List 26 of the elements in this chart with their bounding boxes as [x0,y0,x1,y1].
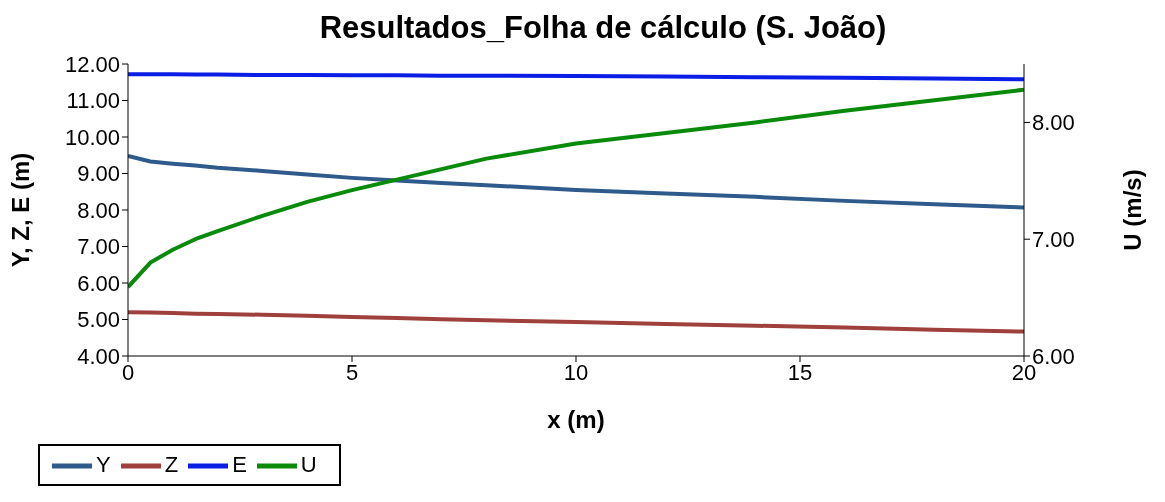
legend-label: U [300,451,317,477]
y2-axis-title: U (m/s) [1118,169,1146,251]
x-tick-label: 15 [787,359,813,385]
chart-title: Resultados_Folha de cálculo (S. João) [318,9,888,47]
line-series [128,153,1024,210]
y-tick-label: 8.00 [77,197,120,223]
y-tick-label: 4.00 [77,343,120,369]
x-tick-label: 5 [345,359,359,385]
y-tick-label: 11.00 [66,88,120,114]
y-tick-label: 10.00 [64,124,120,150]
line-series [128,310,1024,334]
x-tick-label: 10 [563,359,589,385]
y-tick-label: 5.00 [77,307,120,333]
y2-tick-label: 8.00 [1032,110,1075,136]
y2-tick-label: 7.00 [1032,227,1075,253]
legend-label: Y [96,451,111,477]
y-tick-label: 6.00 [77,270,120,296]
x-tick-label: 0 [121,359,135,385]
y-tick-label: 9.00 [77,161,120,187]
x-axis-title: x (m) [547,406,605,433]
legend-label: E [232,451,247,477]
y-axis-title: Y, Z, E (m) [6,152,34,268]
legend-label: Z [164,451,179,477]
line-series [128,87,1024,290]
y-tick-label: 12.00 [64,51,120,77]
y-tick-label: 7.00 [77,234,120,260]
